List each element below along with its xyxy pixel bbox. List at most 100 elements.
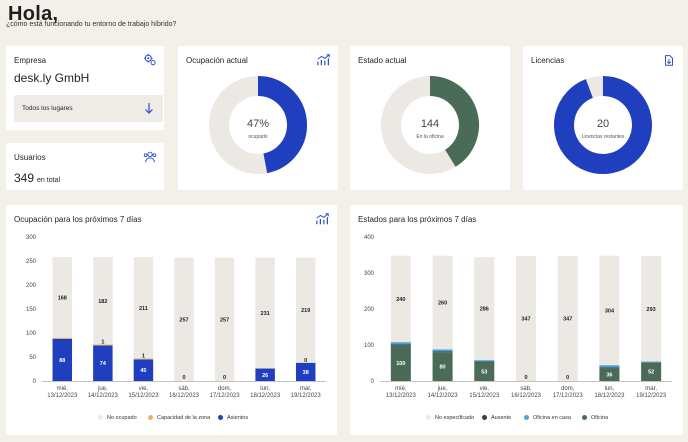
legend-label: Asientos <box>227 415 249 421</box>
bar-segment <box>474 361 495 363</box>
legend-item[interactable]: Asientos <box>218 415 248 421</box>
legend-label: Capacidad de la zona <box>157 415 211 421</box>
bar-segment <box>133 358 154 360</box>
bar-segment <box>52 337 73 339</box>
y-tick-label: 100 <box>26 331 37 337</box>
chart-trend-icon[interactable] <box>316 212 330 226</box>
x-tick-label: 15/12/2023 <box>469 393 500 399</box>
status-card-title: Estado actual <box>358 56 407 65</box>
legend-item[interactable]: Oficina en casa <box>524 415 571 421</box>
bar-value-label: 347 <box>521 317 530 323</box>
bar-value-label: 168 <box>58 295 67 301</box>
y-tick-label: 0 <box>33 379 37 385</box>
y-tick-label: 100 <box>364 343 375 349</box>
y-tick-label: 300 <box>26 235 37 241</box>
bar-extra-label: 1 <box>142 353 145 359</box>
x-tick-label: 14/12/2023 <box>428 393 459 399</box>
bar-segment <box>390 345 411 381</box>
bar-segment <box>390 344 411 345</box>
x-tick-label: 15/12/2023 <box>128 393 159 399</box>
legend-item[interactable]: Oficina <box>582 415 608 421</box>
x-tick-label: mié, <box>57 386 69 392</box>
legend-item[interactable]: Capacidad de la zona <box>148 415 210 421</box>
occupancy-value: 47% <box>246 118 270 130</box>
bar-value-label: 52 <box>648 370 654 376</box>
bar-segment <box>255 368 275 381</box>
bar-segment <box>432 255 453 350</box>
bar-segment <box>93 345 113 381</box>
bar-value-label: 257 <box>220 317 229 323</box>
x-tick-label: 17/12/2023 <box>210 393 241 399</box>
bar-value-label: 88 <box>59 358 65 364</box>
bar-value-label: 260 <box>438 301 447 307</box>
x-tick-label: 16/12/2023 <box>511 393 542 399</box>
export-icon[interactable] <box>662 53 676 67</box>
bar-segment <box>432 351 453 353</box>
x-tick-label: 19/12/2023 <box>636 393 667 399</box>
legend-label: No especificado <box>435 415 475 421</box>
occupancy-card-title: Ocupación actual <box>186 56 248 65</box>
legend-dot <box>148 415 153 420</box>
x-tick-label: jue, <box>97 386 108 392</box>
x-tick-label: vie, <box>480 386 490 392</box>
location-select[interactable]: Todos los lugares <box>14 95 163 122</box>
bar-segment <box>390 342 411 345</box>
legend-dot <box>524 415 529 420</box>
bar-value-label: 45 <box>140 368 146 374</box>
legend-dot <box>582 415 587 420</box>
bar-segment <box>641 256 662 362</box>
y-tick-label: 0 <box>371 379 375 385</box>
greeting-title: Hola, <box>8 3 59 25</box>
bar-segment <box>474 360 495 362</box>
x-tick-label: dom, <box>561 386 575 392</box>
chart-trend-icon[interactable] <box>317 53 331 67</box>
legend-label: Oficina en casa <box>533 415 571 421</box>
status-value: 144 <box>420 118 440 130</box>
bar-value-label: 74 <box>100 361 107 367</box>
x-tick-label: lun, <box>260 386 270 392</box>
legend-item[interactable]: Ausente <box>482 415 511 421</box>
bar-segment <box>515 256 537 381</box>
bar-segment <box>599 365 620 368</box>
bar-segment <box>295 362 316 381</box>
bar-value-label: 211 <box>139 306 148 312</box>
status-7days-chart: 0 100 200 300 400 100 240 mié,13/12/2023 80 260 ju… <box>364 235 672 399</box>
x-tick-label: dom, <box>218 386 232 392</box>
bar-value-label: 0 <box>566 375 569 381</box>
occupancy-donut <box>209 76 307 174</box>
users-count-value: 349 <box>14 171 35 185</box>
donut-arc <box>554 76 652 174</box>
bar-value-label: 80 <box>440 365 446 371</box>
bar-segment <box>641 361 662 363</box>
legend-label: Ausente <box>491 415 512 421</box>
legend-item[interactable]: No ocupado <box>98 415 137 421</box>
bar-segment <box>432 352 453 381</box>
users-icon[interactable] <box>143 150 157 164</box>
location-select-label: Todos los lugares <box>22 105 73 112</box>
bar-segment <box>133 359 154 381</box>
legend-item[interactable]: No especificado <box>426 415 474 421</box>
company-card: Empresa desk.ly GmbH Todos los lugares <box>6 46 164 130</box>
status-caption: En la oficina <box>416 134 444 140</box>
status-card: Estado actual 144 En la oficina <box>350 46 510 190</box>
occupancy-7days-chart: 05010015020025030088168mié,13/12/2023741… <box>26 235 326 399</box>
x-tick-label: 18/12/2023 <box>250 393 281 399</box>
licenses-value: 20 <box>596 118 610 130</box>
users-count: 349 en total <box>14 171 60 185</box>
y-tick-label: 200 <box>364 307 375 313</box>
bar-segment <box>174 257 194 381</box>
bar-segment <box>390 255 411 343</box>
company-name: desk.ly GmbH <box>14 71 90 85</box>
occupancy-7days-card: Ocupación para los próximos 7 días 0 50 10… <box>6 205 337 435</box>
users-card: Usuarios 349 en total <box>6 143 164 190</box>
bar-segment <box>93 344 113 346</box>
arrow-down-icon <box>145 103 153 114</box>
bar-value-label: 100 <box>396 361 405 367</box>
occupancy-card: Ocupación actual 47% ocupado <box>178 46 338 190</box>
bar-value-label: 286 <box>480 307 489 313</box>
y-tick-label: 150 <box>26 307 37 313</box>
bar-value-label: 219 <box>301 308 310 314</box>
status-7days-title: Estados para los próximos 7 días <box>358 215 477 224</box>
y-tick-label: 50 <box>29 355 36 361</box>
settings-icon[interactable] <box>143 53 157 67</box>
